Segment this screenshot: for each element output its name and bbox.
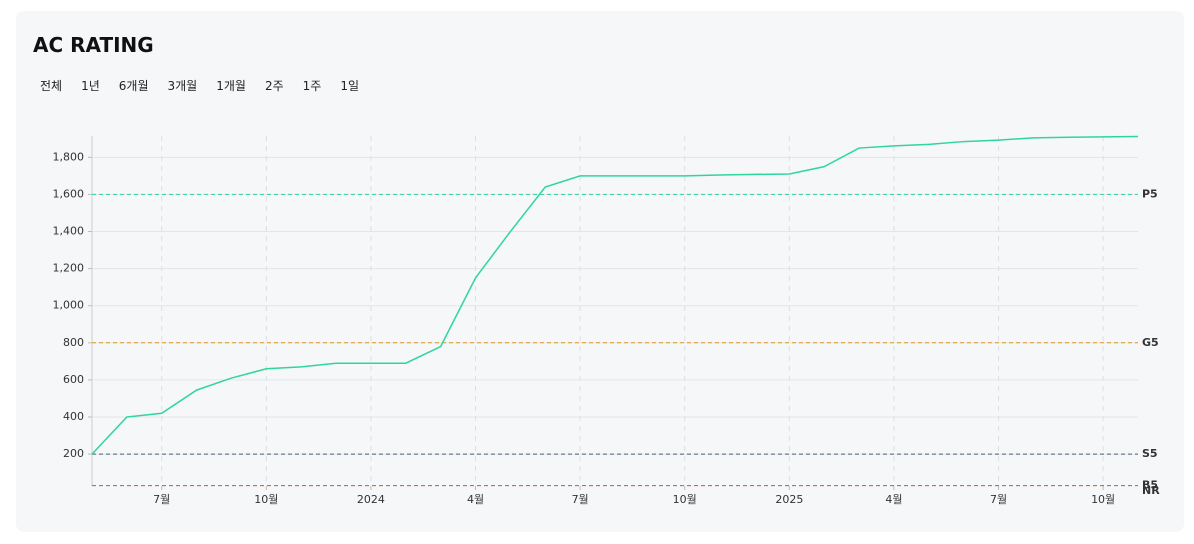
range-button[interactable]: 1개월 (216, 79, 246, 93)
card: AC RATING 전체 1년 6개월 3개월 1개월 2주 1주 1일 (16, 11, 1184, 532)
y-tick-label: 400 (63, 410, 84, 423)
y-tick-label: 600 (63, 373, 84, 386)
reference-label: S5 (1142, 447, 1158, 460)
y-tick-label: 1,400 (53, 225, 85, 238)
range-button[interactable]: 6개월 (118, 79, 149, 93)
reference-label: NR (1142, 484, 1160, 497)
y-tick-label: 1,800 (53, 150, 85, 163)
reference-label: P5 (1142, 187, 1158, 200)
y-tick-label: 1,000 (53, 299, 85, 312)
range-button[interactable]: 1일 (340, 79, 359, 93)
range-button[interactable]: 3개월 (167, 79, 198, 93)
y-tick-label: 1,600 (53, 187, 85, 200)
range-button[interactable]: 1주 (302, 79, 322, 93)
x-tick-label: 7월 (572, 493, 589, 506)
reference-label: G5 (1142, 336, 1159, 349)
x-tick-label: 4월 (467, 493, 484, 506)
y-tick-label: 800 (63, 336, 84, 349)
x-tick-label: 10월 (1091, 493, 1115, 506)
range-button[interactable]: 전체 (40, 79, 63, 93)
x-tick-label: 7월 (153, 493, 170, 506)
y-tick-label: 1,200 (53, 262, 85, 275)
x-tick-label: 2025 (775, 493, 803, 506)
range-button[interactable]: 2주 (264, 79, 284, 93)
range-selector: 전체 1년 6개월 3개월 1개월 2주 1주 1일 (40, 77, 378, 94)
x-tick-label: 4월 (885, 493, 902, 506)
title: AC RATING (33, 33, 154, 57)
x-tick-label: 10월 (673, 493, 697, 506)
x-tick-label: 10월 (254, 493, 278, 506)
x-tick-label: 7월 (990, 493, 1007, 506)
rating-line (91, 135, 1139, 455)
x-tick-label: 2024 (357, 493, 385, 506)
range-button[interactable]: 1년 (81, 79, 100, 93)
reference-label: B5 (1142, 479, 1158, 492)
y-tick-label: 200 (63, 447, 84, 460)
